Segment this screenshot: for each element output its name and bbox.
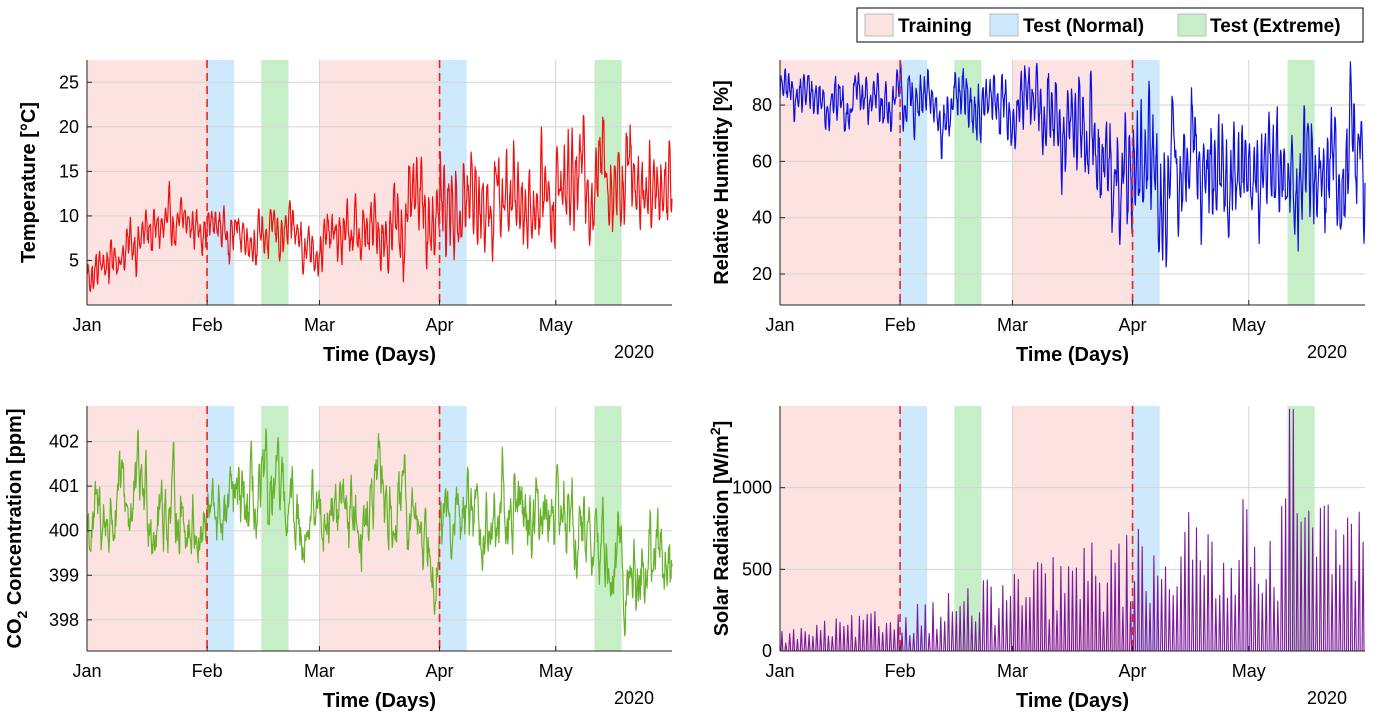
y-tick-label: 5 xyxy=(69,250,79,270)
x-tick-label: Jan xyxy=(765,315,794,335)
x-tick-label: Apr xyxy=(1119,661,1147,681)
legend-swatch-test-normal xyxy=(989,13,1019,37)
x-tick-label: Apr xyxy=(1119,315,1147,335)
period-training xyxy=(319,60,440,305)
x-tick-label: Jan xyxy=(765,661,794,681)
legend-label-training: Training xyxy=(898,16,972,37)
legend-label-test-extreme: Test (Extreme) xyxy=(1210,16,1341,37)
year-label: 2020 xyxy=(1307,688,1347,708)
chart-co2-concentration: 398 399 400 401 402 Jan Feb Mar Apr May 2020 Time (… xyxy=(4,406,673,712)
year-label: 2020 xyxy=(614,342,654,362)
y-tick-label: 20 xyxy=(752,264,772,284)
y-tick-label: 398 xyxy=(49,610,79,630)
y-axis-title: CO2 Concentration [ppm] xyxy=(4,408,30,648)
series-line xyxy=(779,60,1366,268)
period-test-extreme xyxy=(261,60,289,305)
y-tick-label: 0 xyxy=(762,641,772,661)
period-test-normal xyxy=(900,406,928,651)
x-tick-label: May xyxy=(1232,661,1266,681)
series-line xyxy=(86,428,673,637)
legend-swatch-training xyxy=(864,13,894,37)
y-axis-title: Solar Radiation [W/m2] xyxy=(707,421,733,637)
x-tick-label: Apr xyxy=(426,661,454,681)
x-tick-label: Apr xyxy=(426,315,454,335)
y-tick-label: 401 xyxy=(49,476,79,496)
period-training xyxy=(780,406,901,651)
x-axis-title: Time (Days) xyxy=(323,344,436,366)
chart-temperature: 5 10 15 20 25 Jan Feb Mar Apr May 2020 Time (Days) T… xyxy=(18,60,673,366)
x-tick-label: Jan xyxy=(72,661,101,681)
y-axis-title: Temperature [°C] xyxy=(18,102,40,263)
y-tick-label: 15 xyxy=(59,161,79,181)
x-tick-label: Feb xyxy=(885,661,916,681)
x-tick-label: Jan xyxy=(72,315,101,335)
y-tick-label: 10 xyxy=(59,206,79,226)
x-tick-label: Mar xyxy=(304,315,335,335)
year-label: 2020 xyxy=(1307,342,1347,362)
x-axis-title: Time (Days) xyxy=(1016,690,1129,712)
y-axis-title: Relative Humidity [%] xyxy=(711,80,733,284)
y-tick-label: 400 xyxy=(49,521,79,541)
x-tick-label: May xyxy=(539,315,573,335)
x-tick-label: Mar xyxy=(997,661,1028,681)
y-tick-label: 40 xyxy=(752,208,772,228)
legend-box xyxy=(856,7,1364,43)
x-tick-label: Mar xyxy=(304,661,335,681)
chart-solar-radiation: 0 500 1000 Jan Feb Mar Apr May 2020 Time (Days) So… xyxy=(707,406,1365,712)
period-test-normal xyxy=(207,60,235,305)
x-tick-label: May xyxy=(1232,315,1266,335)
y-tick-label: 80 xyxy=(752,95,772,115)
y-tick-label: 402 xyxy=(49,432,79,452)
y-tick-label: 399 xyxy=(49,565,79,585)
x-tick-label: May xyxy=(539,661,573,681)
y-tick-label: 20 xyxy=(59,117,79,137)
y-tick-label: 1000 xyxy=(732,478,772,498)
y-tick-label: 60 xyxy=(752,151,772,171)
chart-relative-humidity: 20 40 60 80 Jan Feb Mar Apr May 2020 Time (Days) Re… xyxy=(711,60,1366,366)
x-axis-title: Time (Days) xyxy=(1016,344,1129,366)
legend-label-test-normal: Test (Normal) xyxy=(1023,16,1144,37)
y-tick-label: 25 xyxy=(59,72,79,92)
legend-swatch-test-extreme xyxy=(1177,13,1207,37)
x-axis-title: Time (Days) xyxy=(323,690,436,712)
year-label: 2020 xyxy=(614,688,654,708)
x-tick-label: Mar xyxy=(997,315,1028,335)
x-tick-label: Feb xyxy=(192,661,223,681)
x-tick-label: Feb xyxy=(192,315,223,335)
y-tick-label: 500 xyxy=(742,559,772,579)
series-line xyxy=(86,114,673,293)
legend: Training Test (Normal) Test (Extreme) xyxy=(856,7,1364,43)
x-tick-label: Feb xyxy=(885,315,916,335)
